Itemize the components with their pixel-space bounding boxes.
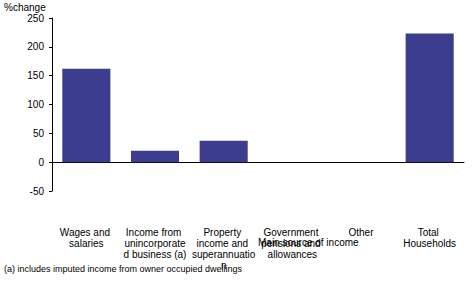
svg-text:Government: Government xyxy=(263,227,321,238)
svg-text:50: 50 xyxy=(33,128,45,139)
svg-text:150: 150 xyxy=(27,70,44,81)
svg-text:100: 100 xyxy=(27,99,44,110)
svg-text:Other: Other xyxy=(348,227,374,238)
svg-text:n: n xyxy=(221,260,227,271)
svg-text:Income from: Income from xyxy=(126,227,184,238)
svg-text:superannuatio: superannuatio xyxy=(192,249,256,260)
svg-text:salaries: salaries xyxy=(69,238,103,249)
svg-text:Total: Total xyxy=(418,227,442,238)
svg-text:unincorporate: unincorporate xyxy=(124,238,186,249)
svg-text:%change: %change xyxy=(4,2,46,13)
svg-text:d business (a): d business (a) xyxy=(124,249,187,260)
svg-text:200: 200 xyxy=(27,41,44,52)
svg-text:Households: Households xyxy=(403,238,456,249)
svg-text:0: 0 xyxy=(38,157,44,168)
svg-text:Wages and: Wages and xyxy=(60,227,113,238)
svg-text:allowances: allowances xyxy=(268,249,317,260)
svg-text:pensions and: pensions and xyxy=(261,238,323,249)
svg-text:Property: Property xyxy=(203,227,244,238)
svg-text:250: 250 xyxy=(27,13,44,24)
svg-text:(a) includes imputed income fr: (a) includes imputed income from owner o… xyxy=(4,264,243,274)
svg-text:-50: -50 xyxy=(30,186,45,197)
svg-text:income and: income and xyxy=(196,238,250,249)
